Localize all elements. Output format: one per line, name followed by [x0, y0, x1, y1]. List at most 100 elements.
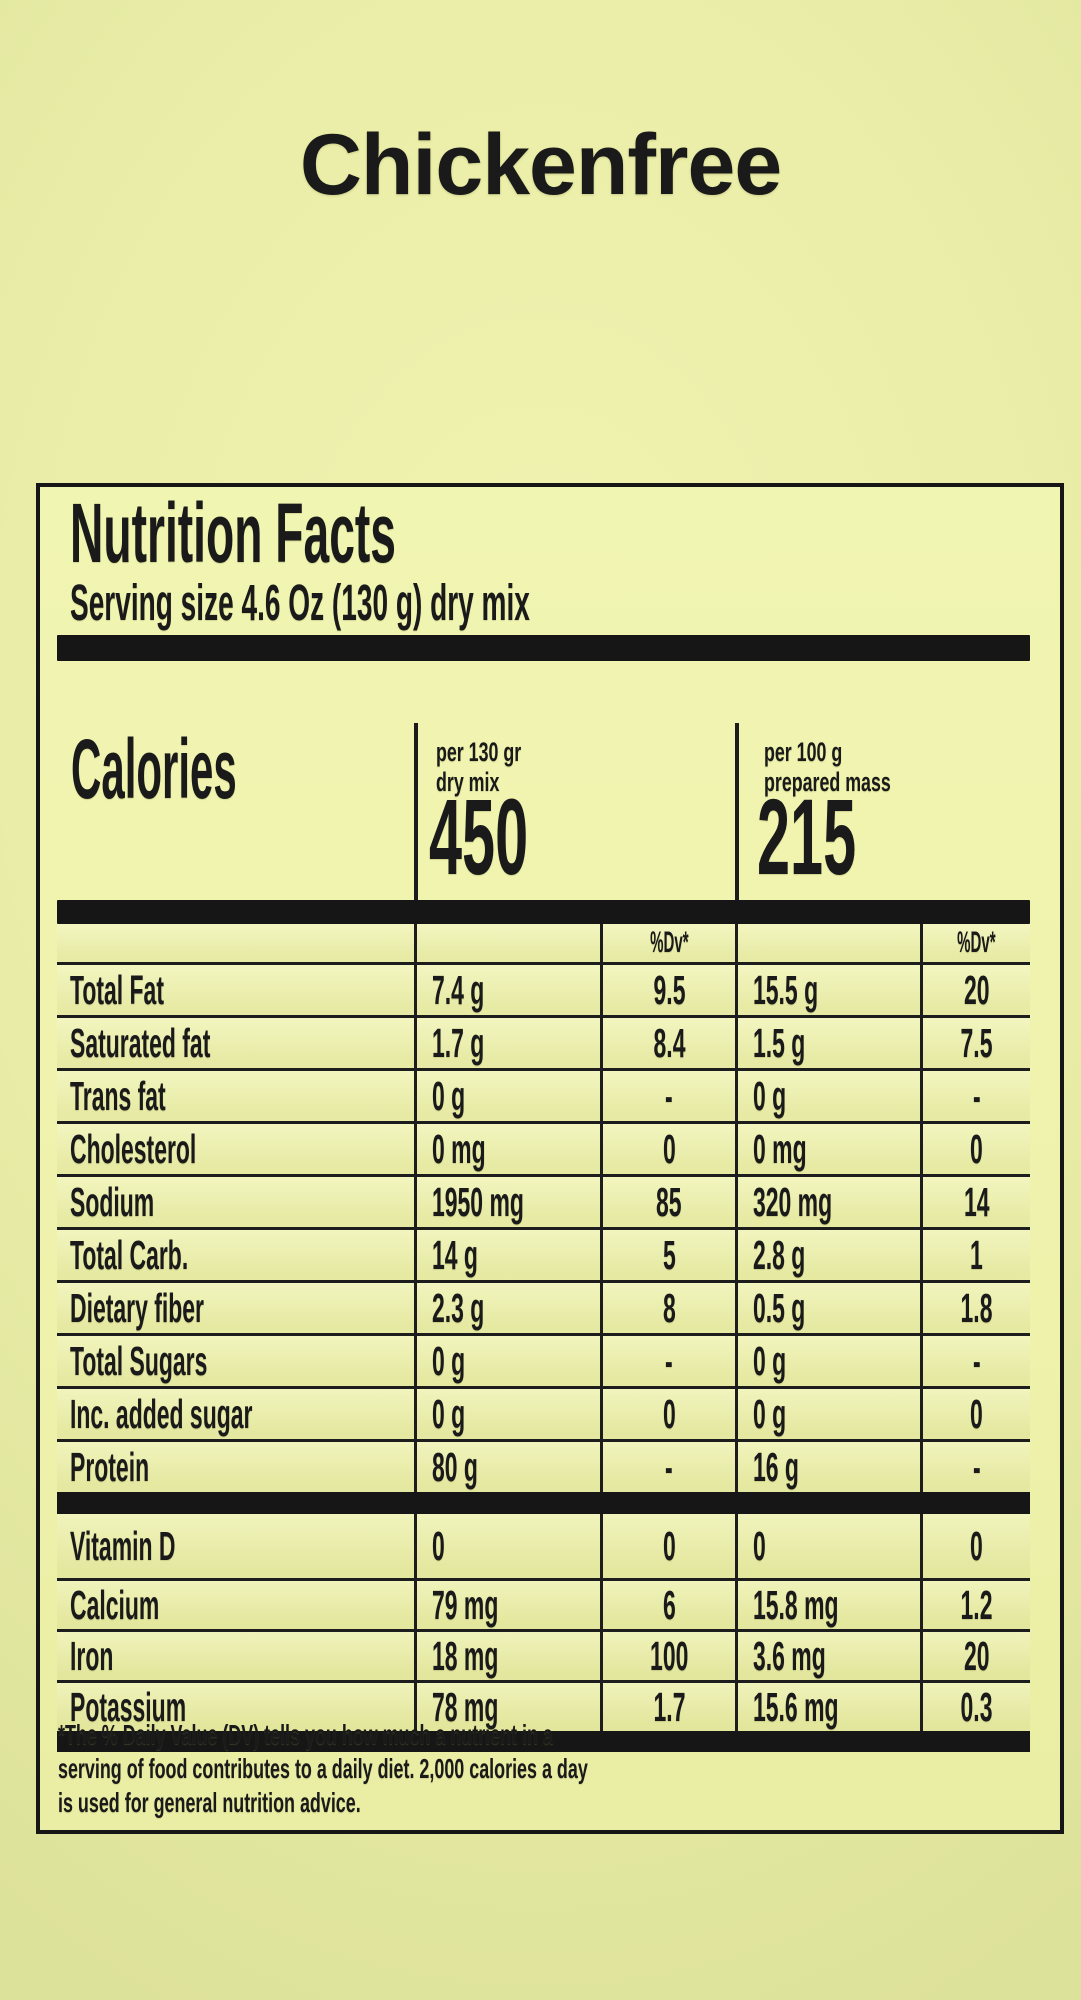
dv-column-header-text: %Dv* — [649, 926, 689, 959]
dv-per-100g-text: 0.3 — [960, 1683, 993, 1730]
nutrient-row: Cholesterol 0 mg 0 0 mg 0 — [57, 1124, 1030, 1177]
per-100g-caption-line2: prepared mass — [764, 767, 891, 797]
amount-per-serving-text: 78 mg — [432, 1683, 499, 1730]
amount-per-serving-text: 0 g — [432, 1337, 466, 1384]
dv-per-serving-text: 8.4 — [653, 1019, 685, 1066]
nutrient-name-text: Dietary fiber — [70, 1284, 204, 1331]
amount-per-serving-text: 2.3 g — [432, 1284, 485, 1331]
amount-per-serving-text: 7.4 g — [432, 966, 485, 1013]
header-empty-amount — [735, 924, 920, 962]
dv-per-100g-text: 0 — [970, 1522, 983, 1569]
nutrient-name: Saturated fat — [57, 1018, 414, 1068]
amount-per-100g: 0.5 g — [735, 1283, 920, 1333]
amount-per-100g: 0 g — [735, 1389, 920, 1439]
nutrient-row: Total Fat 7.4 g 9.5 15.5 g 20 — [57, 965, 1030, 1018]
thick-divider-bar — [57, 635, 1030, 661]
nutrient-name: Trans fat — [57, 1071, 414, 1121]
dv-per-100g: 14 — [920, 1177, 1030, 1227]
amount-per-100g-text: 0 g — [753, 1337, 787, 1384]
amount-per-serving: 78 mg — [414, 1683, 600, 1731]
calories-per-serving-value: 450 — [429, 781, 609, 893]
amount-per-serving: 0 g — [414, 1336, 600, 1386]
amount-per-100g-text: 1.5 g — [753, 1019, 806, 1066]
dv-per-100g: 0 — [920, 1389, 1030, 1439]
dv-per-serving: 0 — [600, 1514, 735, 1578]
dv-per-serving-text: 0 — [662, 1522, 676, 1569]
amount-per-100g-text: 3.6 mg — [753, 1632, 826, 1679]
amount-per-serving: 0 mg — [414, 1124, 600, 1174]
dv-per-100g: - — [920, 1442, 1030, 1492]
amount-per-serving: 0 g — [414, 1071, 600, 1121]
amount-per-serving: 80 g — [414, 1442, 600, 1492]
nutrient-row: Inc. added sugar 0 g 0 0 g 0 — [57, 1389, 1030, 1442]
calories-column-divider — [735, 723, 739, 900]
page-title: Chickenfree — [299, 117, 782, 213]
amount-per-100g: 0 mg — [735, 1124, 920, 1174]
dv-per-serving-text: 5 — [662, 1231, 676, 1278]
nutrient-name-text: Total Sugars — [70, 1337, 208, 1384]
dv-per-serving-text: 100 — [649, 1632, 689, 1679]
dv-per-serving: - — [600, 1071, 735, 1121]
amount-per-100g-text: 15.6 mg — [753, 1683, 839, 1730]
dv-per-100g-text: 1.8 — [960, 1284, 993, 1331]
amount-per-serving-text: 0 g — [432, 1072, 466, 1119]
dv-per-serving-text: 0 — [662, 1125, 676, 1172]
dv-per-100g-text: - — [972, 1337, 981, 1384]
nutrient-name-text: Calcium — [70, 1581, 160, 1628]
nutrient-name: Total Carb. — [57, 1230, 414, 1280]
amount-per-100g-text: 16 g — [753, 1443, 799, 1490]
nutrient-name: Total Sugars — [57, 1336, 414, 1386]
dv-per-100g-text: 20 — [963, 966, 990, 1013]
amount-per-100g-text: 0 mg — [753, 1125, 807, 1172]
amount-per-serving: 0 — [414, 1514, 600, 1578]
amount-per-serving: 79 mg — [414, 1581, 600, 1629]
nutrient-name-text: Cholesterol — [70, 1125, 197, 1172]
amount-per-100g-text: 2.8 g — [753, 1231, 806, 1278]
header-empty-name — [57, 924, 414, 962]
dv-per-serving: 9.5 — [600, 965, 735, 1015]
amount-per-100g-text: 320 mg — [753, 1178, 833, 1225]
nutrient-name: Cholesterol — [57, 1124, 414, 1174]
dv-per-100g-text: - — [972, 1443, 981, 1490]
dv-per-100g-text: 20 — [963, 1632, 990, 1679]
amount-per-serving-text: 80 g — [432, 1443, 478, 1490]
amount-per-100g-text: 15.5 g — [753, 966, 819, 1013]
amount-per-100g: 15.8 mg — [735, 1581, 920, 1629]
daily-value-footnote: *The % Daily Value (DV) tells you how mu… — [58, 1718, 886, 1820]
dv-per-100g-text: 14 — [963, 1178, 990, 1225]
dv-per-serving: - — [600, 1442, 735, 1492]
serving-size-text: Serving size 4.6 Oz (130 g) dry mix — [70, 574, 530, 631]
footnote-line-3: is used for general nutrition advice. — [58, 1786, 886, 1820]
amount-per-serving-text: 0 — [432, 1522, 445, 1569]
dv-per-100g: 0 — [920, 1514, 1030, 1578]
dv-per-100g-text: 0 — [970, 1390, 983, 1437]
amount-per-100g: 3.6 mg — [735, 1632, 920, 1680]
dv-per-100g-text: 0 — [970, 1125, 983, 1172]
amount-per-serving: 1950 mg — [414, 1177, 600, 1227]
header-empty-amount — [414, 924, 600, 962]
nutrient-name-text: Trans fat — [70, 1072, 166, 1119]
dv-per-100g: 20 — [920, 1632, 1030, 1680]
nutrient-name: Calcium — [57, 1581, 414, 1629]
nutrient-row: Calcium 79 mg 6 15.8 mg 1.2 — [57, 1581, 1030, 1632]
nutrient-name: Sodium — [57, 1177, 414, 1227]
amount-per-100g: 2.8 g — [735, 1230, 920, 1280]
dv-per-serving-text: - — [665, 1443, 673, 1490]
nutrient-name-text: Vitamin D — [70, 1522, 176, 1569]
dv-per-100g-text: 7.5 — [960, 1019, 993, 1066]
per-serving-caption-line2: dry mix — [436, 767, 500, 797]
nutrient-row: Iron 18 mg 100 3.6 mg 20 — [57, 1632, 1030, 1683]
calories-per-100g-value-text: 215 — [757, 776, 857, 897]
dv-per-serving: 0 — [600, 1124, 735, 1174]
dv-per-100g: - — [920, 1336, 1030, 1386]
nutrient-name-text: Total Carb. — [70, 1231, 189, 1278]
amount-per-100g-text: 0 g — [753, 1390, 787, 1437]
amount-per-100g: 0 g — [735, 1071, 920, 1121]
dv-per-serving-text: - — [665, 1072, 673, 1119]
nutrient-name: Inc. added sugar — [57, 1389, 414, 1439]
dv-per-100g: 20 — [920, 965, 1030, 1015]
nutrition-facts-title: Nutrition Facts — [70, 488, 663, 578]
dv-column-header: %Dv* — [600, 924, 735, 962]
dv-per-serving: 8.4 — [600, 1018, 735, 1068]
